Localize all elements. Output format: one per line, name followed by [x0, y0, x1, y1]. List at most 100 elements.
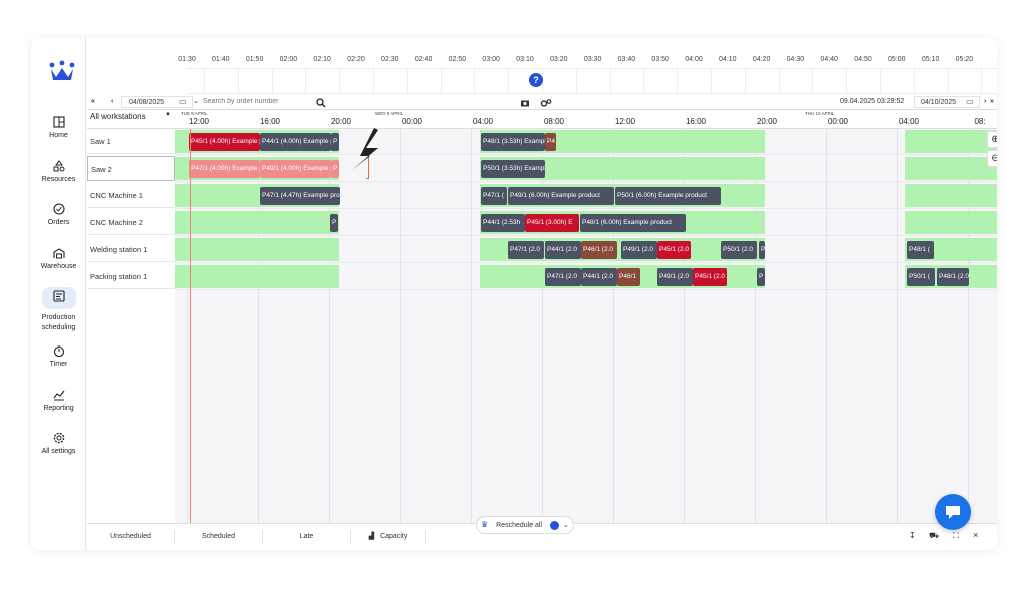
- task-block[interactable]: P44/1 (2.0: [545, 241, 581, 259]
- timeline-tick: 05:20: [955, 56, 974, 63]
- task-block[interactable]: P50/1 (: [907, 268, 935, 286]
- tab-scheduled[interactable]: Scheduled: [175, 530, 263, 544]
- task-block[interactable]: P49/1 (2.0: [657, 268, 693, 286]
- task-block[interactable]: P4: [545, 133, 556, 151]
- first-page-button[interactable]: «: [91, 98, 95, 105]
- search-input[interactable]: [203, 96, 313, 108]
- clock-icon[interactable]: [550, 520, 559, 530]
- tab-capacity[interactable]: ▟ Capacity: [351, 530, 426, 544]
- task-block[interactable]: P47/1 (4.00h) Example product: [189, 160, 260, 178]
- task-block[interactable]: P48/1 (2.0: [937, 268, 969, 286]
- task-block[interactable]: P47/1 (4.47h) Example product: [260, 187, 340, 205]
- task-block[interactable]: P49/1 (4.00h) Example product: [260, 160, 331, 178]
- close-icon[interactable]: ×: [973, 530, 979, 540]
- workstation-row-label[interactable]: CNC Machine 2: [87, 210, 175, 235]
- task-block[interactable]: P: [757, 268, 765, 286]
- chat-button[interactable]: [935, 494, 971, 530]
- nav-resources[interactable]: Resources: [31, 160, 86, 185]
- camera-icon[interactable]: [520, 97, 530, 109]
- task-block[interactable]: P47/1 (: [481, 187, 507, 205]
- task-block[interactable]: P45/1 (2.0: [693, 268, 727, 286]
- nav-home-label: Home: [49, 132, 68, 139]
- task-block[interactable]: P48/1 (: [907, 241, 934, 259]
- task-block[interactable]: P45/1 (4.00h) Example product: [189, 133, 260, 151]
- task-block[interactable]: P49/1 (2.0: [621, 241, 657, 259]
- task-block[interactable]: P48/1 (3.53h) Example product: [481, 133, 545, 151]
- chevron-down-icon[interactable]: ⌄: [562, 522, 569, 529]
- nav-home[interactable]: Home: [31, 116, 86, 141]
- workstation-row-label[interactable]: Packing station 1: [87, 264, 175, 289]
- timeline-tick: 05:10: [921, 56, 940, 63]
- nav-orders[interactable]: Orders: [31, 203, 86, 228]
- truck-icon[interactable]: ⛟: [929, 531, 940, 540]
- from-date-field[interactable]: 04/08/2025: [121, 96, 193, 108]
- task-block[interactable]: P: [759, 241, 765, 259]
- calendar-icon[interactable]: ▭: [179, 97, 187, 106]
- prev-button[interactable]: ‹: [111, 98, 114, 105]
- nav-all-settings[interactable]: All settings: [31, 432, 86, 457]
- workstation-row-label[interactable]: Saw 2: [87, 156, 175, 181]
- task-block[interactable]: P49/1 (6.00h) Example product: [508, 187, 614, 205]
- timeline-tick: 01:30: [178, 56, 196, 63]
- task-block[interactable]: P44/1 (4.00h) Example product: [260, 133, 331, 151]
- to-date-field[interactable]: 04/10/2025: [914, 96, 980, 108]
- workstation-row-label[interactable]: CNC Machine 1: [87, 183, 175, 208]
- task-block[interactable]: P50/1 (6.00h) Example product: [615, 187, 721, 205]
- workstation-row-label[interactable]: Welding station 1: [87, 237, 175, 262]
- workstation-row-label[interactable]: Saw 1: [87, 129, 175, 154]
- timeline-tick: 04:20: [752, 56, 771, 63]
- sort-icon[interactable]: ↧: [909, 531, 916, 540]
- tab-unscheduled[interactable]: Unscheduled: [87, 530, 175, 544]
- app-window: Home Resources Orders Warehouse Producti…: [31, 38, 997, 550]
- task-block[interactable]: P44/1 (2.53h: [481, 214, 525, 232]
- availability-block: [905, 130, 997, 153]
- chevron-down-icon[interactable]: ⌄: [193, 98, 199, 105]
- last-page-button[interactable]: »: [990, 98, 994, 105]
- timeline-tick: 04:00: [685, 56, 703, 63]
- settings-cogs-icon[interactable]: [540, 97, 552, 109]
- task-block[interactable]: P46/1 (2.0: [581, 241, 617, 259]
- hour-label: 00:00: [827, 117, 849, 126]
- timeline-tick: 03:00: [482, 56, 500, 63]
- task-block[interactable]: P47/1 (2.0: [508, 241, 544, 259]
- hour-label: 20:00: [756, 117, 778, 126]
- nav-warehouse-label: Warehouse: [40, 263, 77, 270]
- day-hour-ruler: TUE 8 APRIL WED 9 APRIL THU 10 APRIL 12:00 1…: [175, 110, 997, 129]
- zoom-out-icon[interactable]: ⊖: [987, 150, 997, 167]
- nav-timer[interactable]: Timer: [31, 345, 86, 370]
- current-time-line: [190, 129, 191, 523]
- reporting-icon: [53, 390, 64, 401]
- search-icon[interactable]: [316, 97, 326, 109]
- fullscreen-icon[interactable]: ⛶: [953, 531, 959, 540]
- workstation-select[interactable]: All workstations ▼: [87, 112, 175, 121]
- task-block[interactable]: P47/1 (2.0: [545, 268, 581, 286]
- timeline-tick: 03:10: [516, 56, 534, 63]
- task-block[interactable]: P44/1 (2.0: [581, 268, 617, 286]
- availability-block: [175, 265, 339, 288]
- task-block[interactable]: P50/1 (3.53h) Example product: [481, 160, 545, 178]
- task-block[interactable]: P: [331, 160, 339, 178]
- dropdown-arrow-icon: ▼: [165, 112, 171, 118]
- nav-warehouse[interactable]: Warehouse: [31, 247, 86, 272]
- reschedule-all-button[interactable]: ♛ Reschedule all ⌄: [476, 516, 574, 534]
- timeline-tick: 04:50: [854, 56, 872, 63]
- help-icon[interactable]: ?: [529, 73, 543, 87]
- task-block[interactable]: P50/1 (2.0: [721, 241, 757, 259]
- task-block[interactable]: P48/1 (6.00h) Example product: [580, 214, 686, 232]
- nav-reporting[interactable]: Reporting: [31, 389, 86, 414]
- zoom-in-icon[interactable]: ⊕: [987, 131, 997, 148]
- calendar-icon[interactable]: ▭: [966, 97, 974, 106]
- availability-block: [905, 157, 997, 180]
- nav-production-scheduling[interactable]: Production scheduling: [31, 287, 86, 333]
- nav-reporting-label: Reporting: [43, 405, 74, 412]
- task-block[interactable]: P45/1 (2.0: [657, 241, 691, 259]
- task-block[interactable]: P46/1: [617, 268, 640, 286]
- task-block[interactable]: P: [330, 214, 338, 232]
- task-block[interactable]: P: [331, 133, 339, 151]
- nav-production-scheduling-label: Production scheduling: [41, 314, 76, 331]
- timeline-tick: 02:10: [313, 56, 331, 63]
- next-button[interactable]: ›: [984, 98, 987, 105]
- tab-late[interactable]: Late: [263, 530, 351, 544]
- current-time: 09.04.2025 03:29:52: [840, 98, 905, 105]
- task-block[interactable]: P45/1 (3.00h) E: [525, 214, 579, 232]
